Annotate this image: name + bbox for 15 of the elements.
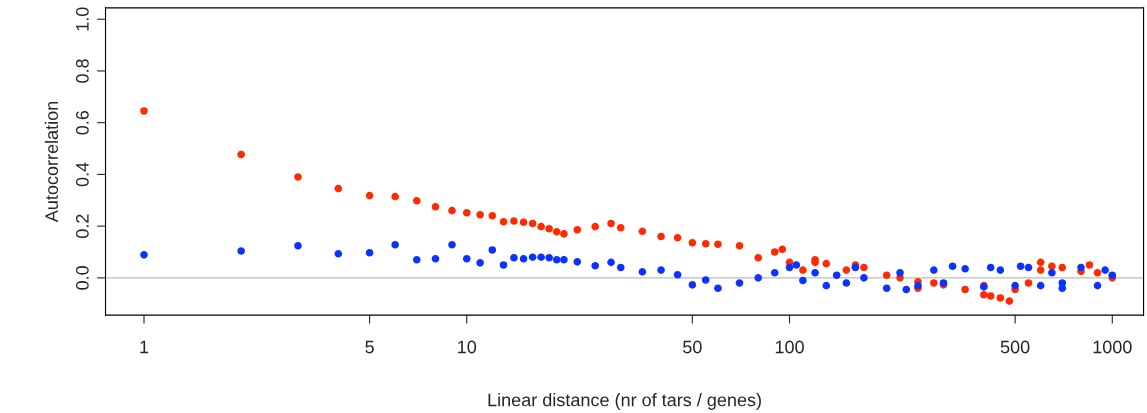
- x-tick-label: 1: [140, 340, 149, 354]
- y-tick-label: 0.8: [75, 59, 89, 83]
- y-tick-label: 1.0: [75, 7, 89, 31]
- x-tick-label: 50: [683, 340, 702, 354]
- x-tick-label: 500: [1000, 340, 1030, 354]
- x-tick-label: 5: [365, 340, 374, 354]
- x-tick-label: 1000: [1093, 340, 1132, 354]
- x-tick-label: 10: [458, 340, 477, 354]
- y-axis-title: Autocorrelation: [44, 101, 59, 223]
- x-axis-title: Linear distance (nr of tars / genes): [488, 393, 761, 410]
- y-tick-label: 0.2: [75, 214, 89, 238]
- x-tick-label: 100: [775, 340, 804, 354]
- y-tick-label: 0.0: [75, 266, 89, 290]
- y-tick-label: 0.4: [75, 162, 89, 187]
- y-tick-label: 0.6: [75, 110, 89, 135]
